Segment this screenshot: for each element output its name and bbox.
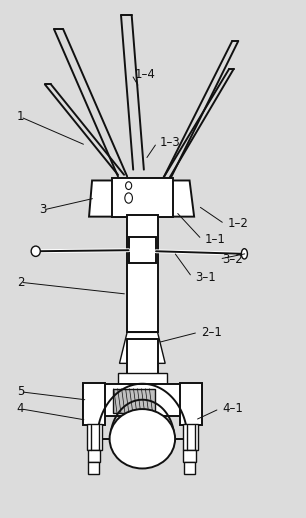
Polygon shape	[89, 180, 194, 217]
Text: 4: 4	[17, 402, 24, 415]
Bar	[184, 450, 196, 462]
Bar	[180, 383, 202, 425]
Text: 1–1: 1–1	[205, 233, 226, 246]
Bar	[183, 424, 198, 450]
Bar	[114, 388, 155, 413]
Text: 3–2: 3–2	[222, 252, 243, 266]
Bar	[112, 178, 173, 217]
Text: 2–1: 2–1	[201, 326, 222, 339]
Polygon shape	[119, 333, 165, 363]
Bar	[83, 384, 202, 416]
Bar	[83, 383, 105, 425]
Text: 3–1: 3–1	[195, 270, 216, 283]
Text: 4–1: 4–1	[222, 402, 243, 415]
Bar	[88, 450, 100, 462]
Ellipse shape	[125, 182, 132, 190]
Circle shape	[241, 249, 248, 259]
Ellipse shape	[110, 409, 175, 468]
Text: 1–4: 1–4	[135, 68, 155, 81]
Text: 1: 1	[17, 110, 24, 123]
Text: 1–3: 1–3	[160, 136, 181, 149]
Text: 1–2: 1–2	[228, 218, 248, 231]
Bar	[185, 462, 195, 474]
Bar	[127, 214, 158, 333]
Text: 2: 2	[17, 276, 24, 289]
Ellipse shape	[31, 246, 40, 256]
Text: 5: 5	[17, 385, 24, 398]
Bar	[88, 462, 99, 474]
Bar	[118, 372, 167, 384]
Bar	[129, 237, 156, 263]
Text: 3: 3	[40, 204, 47, 217]
Bar	[127, 339, 158, 406]
Bar	[87, 424, 102, 450]
Ellipse shape	[125, 193, 132, 203]
